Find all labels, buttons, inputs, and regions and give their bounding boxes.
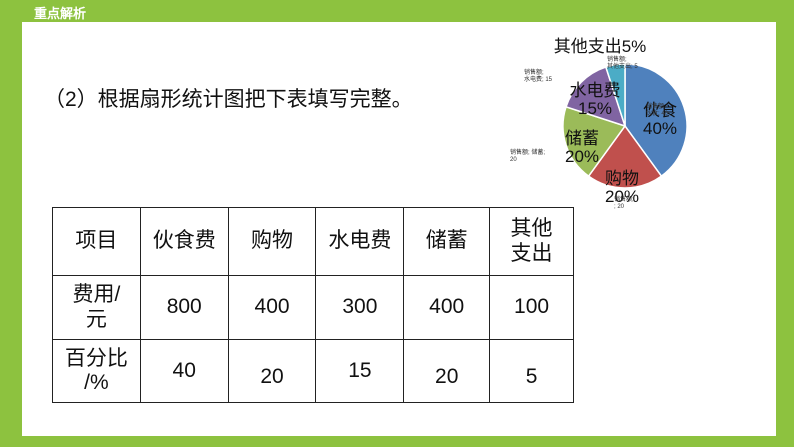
table-row-header: 项目 伙食费 购物 水电费 储蓄 其他 支出 — [52, 207, 574, 276]
pie-label-伙食: 伙食 40% — [643, 101, 677, 138]
pie-slice-其他支出 — [604, 63, 626, 127]
pie-slice-伙食 — [624, 63, 688, 178]
cell-percent-utilities: 15 — [315, 339, 405, 403]
pie-small-label-inner: 销售额;伙食; 40 — [646, 102, 669, 117]
cell-percent-shopping-value: 20 — [260, 364, 284, 388]
cell-header-shopping: 购物 — [227, 207, 317, 276]
cell-header-utilities: 水电费 — [315, 207, 405, 276]
cell-cost-savings: 400 — [403, 275, 491, 340]
pie-label-储蓄: 储蓄 20% — [565, 129, 599, 166]
pie-small-label-left_top: 销售额;水电费; 15 — [524, 68, 553, 83]
cell-cost-utilities: 300 — [315, 275, 405, 340]
pie-slice-购物 — [587, 124, 663, 189]
cell-percent-other-value: 5 — [525, 364, 538, 388]
pie-label-其他支出: 其他支出5% — [554, 37, 647, 56]
cell-cost-food: 800 — [139, 275, 229, 340]
cell-cost-shopping: 400 — [227, 275, 317, 340]
question-text: （2）根据扇形统计图把下表填写完整。 — [44, 88, 413, 111]
bottom-bar — [0, 436, 794, 447]
data-table: 项目 伙食费 购物 水电费 储蓄 其他 支出 费用/ 元 800 400 300… — [52, 207, 574, 403]
cell-header-savings: 储蓄 — [403, 207, 491, 276]
cell-header-food: 伙食费 — [139, 207, 229, 276]
cell-percent-food: 40 — [139, 339, 229, 403]
cell-cost-label: 费用/ 元 — [52, 275, 141, 340]
pie-slice-储蓄 — [562, 105, 627, 178]
cell-cost-other: 100 — [489, 275, 574, 340]
cell-header-item: 项目 — [52, 207, 141, 276]
pie-small-label-top: 销售额;其他支出; 5 — [607, 55, 638, 70]
pie-small-label-bottom: 销售额;; 20 — [614, 195, 634, 210]
pie-chart: 伙食 40% 购物 20% 储蓄 20% 水电费 15% 其他支出5% 销售额;其他支出; 5 销售… — [494, 34, 724, 224]
cell-percent-shopping: 20 — [227, 339, 317, 403]
pie-small-label-left_mid: 销售额; 储蓄; 20 — [510, 148, 545, 163]
table-row-percent: 百分比 /% 40 20 15 20 5 — [52, 339, 574, 403]
cell-percent-other: 5 — [489, 339, 574, 403]
pie-chart-svg: 伙食 40%购物 20%储蓄 20% 水电费 15% 其他支出5%销售额;其他支出; 5 销售… — [510, 37, 688, 210]
top-bar — [0, 0, 794, 22]
pie-label-水电费: 水电费 15% — [570, 81, 621, 118]
cell-header-other: 其他 支出 — [489, 207, 574, 276]
cell-percent-label: 百分比 /% — [52, 339, 141, 403]
pie-label-购物: 购物 20% — [605, 169, 639, 206]
cell-percent-savings: 20 — [403, 339, 491, 403]
section-title: 重点解析 — [34, 6, 87, 21]
table-row-cost: 费用/ 元 800 400 300 400 100 — [52, 275, 574, 340]
cell-percent-savings-value: 20 — [435, 364, 459, 388]
